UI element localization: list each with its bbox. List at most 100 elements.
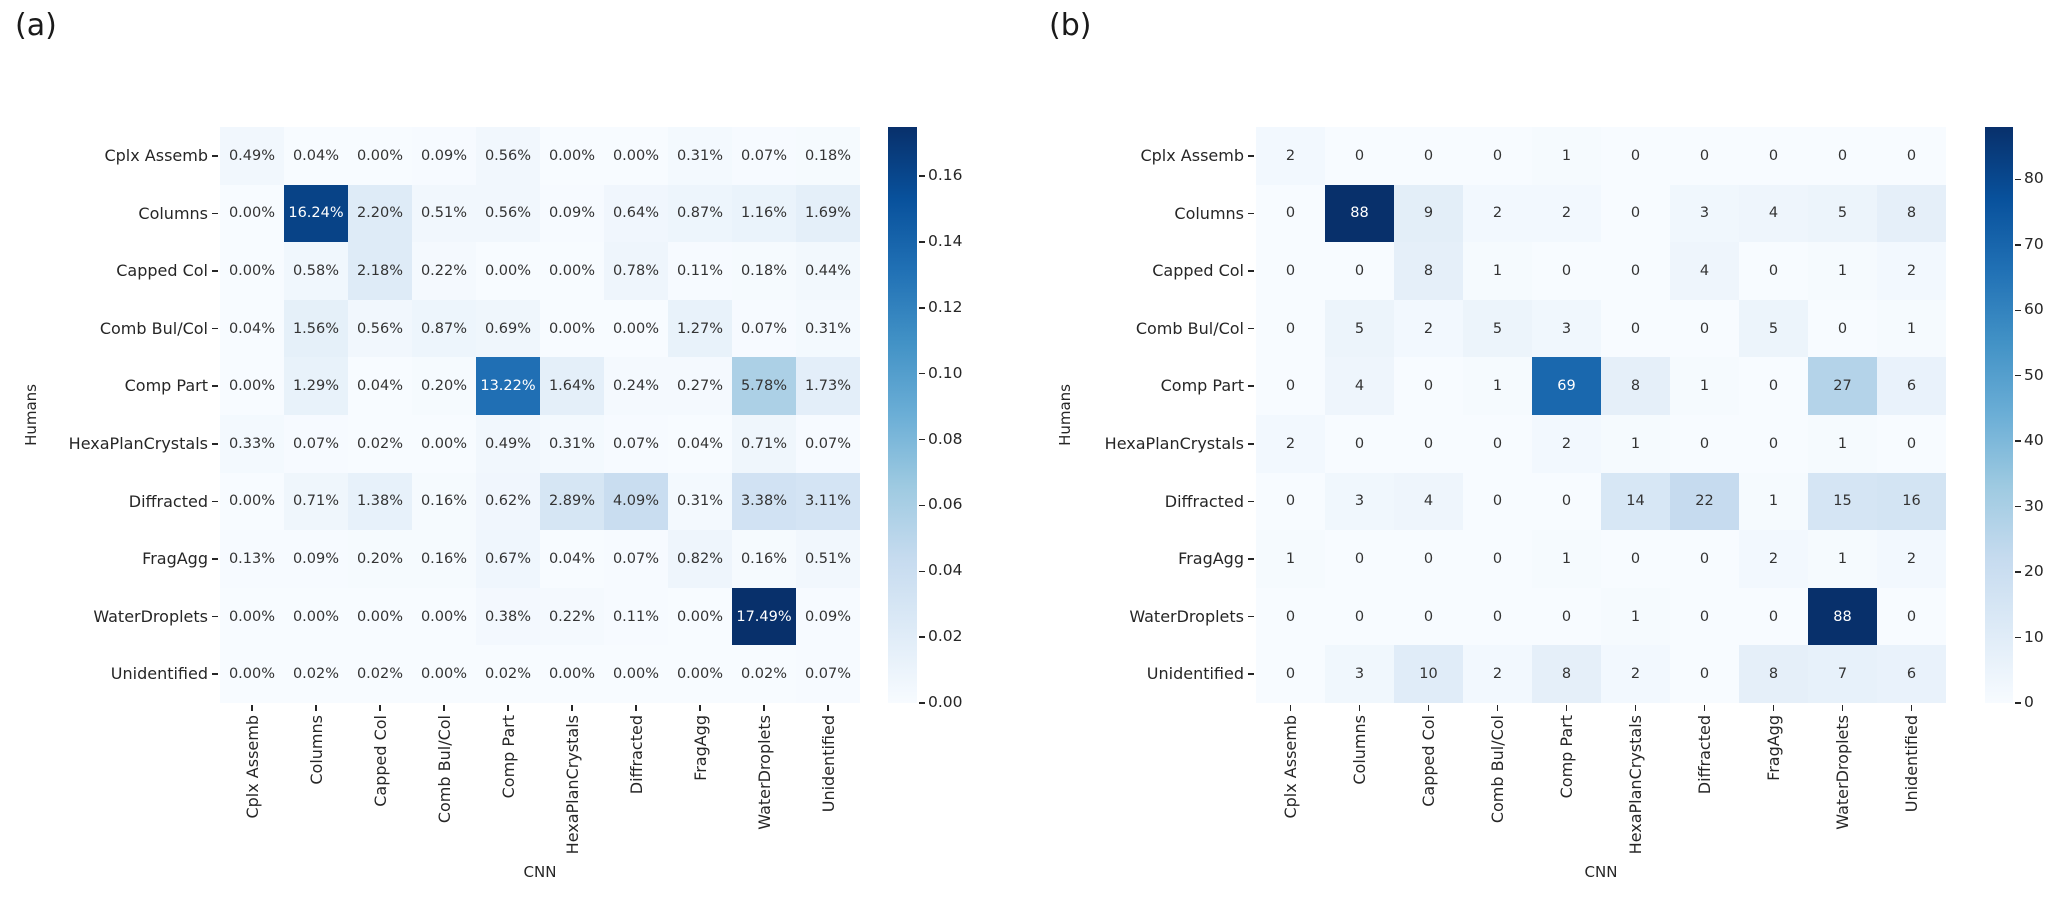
colorbar-tick-mark <box>2015 178 2021 181</box>
y-tick-mark <box>1248 673 1254 675</box>
heatmap-cell: 0 <box>1256 645 1325 703</box>
heatmap-cell: 0 <box>1463 127 1532 185</box>
colorbar-tick-label: 0.02 <box>928 627 963 646</box>
heatmap-cell: 0.00% <box>220 472 284 531</box>
heatmap-cell: 0.04% <box>668 415 732 473</box>
heatmap-cell: 2 <box>1394 299 1463 358</box>
heatmap-cell: 0 <box>1532 472 1601 531</box>
heatmap-cell: 2 <box>1877 530 1946 588</box>
heatmap-cell: 0.00% <box>604 645 668 703</box>
heatmap-cell: 0 <box>1739 127 1808 185</box>
heatmap-cell: 0.16% <box>412 472 476 531</box>
x-tick-label-text: Columns <box>306 715 326 785</box>
x-tick-label-text: Comp Part <box>498 715 518 799</box>
x-tick-label-text: Cplx Assemb <box>242 715 262 819</box>
heatmap-cell: 0.09% <box>540 184 604 243</box>
y-tick-mark <box>212 212 218 215</box>
heatmap-cell: 0.24% <box>604 357 668 415</box>
x-tick-mark <box>699 705 701 711</box>
heatmap-cell: 7 <box>1808 645 1877 703</box>
x-tick-label: Comb Bul/Col <box>412 715 476 900</box>
heatmap-cell: 88 <box>1325 184 1394 243</box>
heatmap-cell: 4 <box>1670 242 1739 300</box>
heatmap-cell: 0.00% <box>668 587 732 646</box>
heatmap-cell: 0.09% <box>412 127 476 185</box>
heatmap-cell: 0 <box>1601 299 1670 358</box>
heatmap-cell: 0.56% <box>476 127 540 185</box>
heatmap-cell: 0 <box>1601 530 1670 588</box>
y-tick-label: Unidentified <box>110 664 208 684</box>
heatmap-cell: 1.38% <box>348 472 412 531</box>
heatmap-cell: 0.13% <box>220 530 284 588</box>
heatmap-cell: 0 <box>1394 415 1463 473</box>
heatmap-cell: 0 <box>1601 184 1670 243</box>
x-tick-label: HexaPlanCrystals <box>1601 715 1670 900</box>
x-tick-label-text: Capped Col <box>1419 715 1438 807</box>
heatmap-cell: 0.16% <box>732 530 796 588</box>
heatmap-cell: 0 <box>1325 415 1394 473</box>
heatmap-cell: 3.38% <box>732 472 796 531</box>
y-tick-label: Capped Col <box>116 261 208 281</box>
heatmap-cell: 0.00% <box>412 645 476 703</box>
x-tick-mark <box>827 705 829 711</box>
heatmap-cell: 0.00% <box>476 242 540 300</box>
heatmap-cell: 3 <box>1325 645 1394 703</box>
heatmap-cell: 5.78% <box>732 357 796 415</box>
x-tick-label: WaterDroplets <box>1808 715 1877 900</box>
y-tick-mark <box>1248 500 1254 503</box>
colorbar-tick-mark <box>919 372 925 375</box>
x-tick-label: Comp Part <box>476 715 540 900</box>
heatmap-cell: 2 <box>1877 242 1946 300</box>
heatmap-cell: 0.00% <box>412 587 476 646</box>
colorbar-tick-mark <box>2015 505 2021 508</box>
heatmap-cell: 0.18% <box>796 127 860 185</box>
heatmap-cell: 0 <box>1256 587 1325 646</box>
heatmap-cell: 0.02% <box>732 645 796 703</box>
colorbar-tick-label: 0.04 <box>928 561 963 580</box>
heatmap-cell: 0.00% <box>220 242 284 300</box>
heatmap-cell: 0 <box>1877 415 1946 473</box>
y-tick-label: Cplx Assemb <box>104 146 208 165</box>
y-tick-mark <box>1248 385 1254 387</box>
heatmap-cell: 1 <box>1808 530 1877 588</box>
y-tick-label: HexaPlanCrystals <box>68 434 208 453</box>
x-tick-label-text: Unidentified <box>1902 715 1921 813</box>
heatmap-cell: 0.00% <box>284 587 348 646</box>
colorbar-tick-mark <box>919 307 925 309</box>
x-tick-mark <box>635 705 637 711</box>
heatmap-cell: 0.00% <box>220 645 284 703</box>
heatmap-cell: 4 <box>1739 184 1808 243</box>
heatmap-cell: 0.69% <box>476 299 540 358</box>
heatmap-cell: 6 <box>1877 357 1946 415</box>
y-tick-label: WaterDroplets <box>93 606 208 626</box>
y-tick-label: Columns <box>138 203 208 223</box>
x-tick-label: Unidentified <box>796 715 860 900</box>
x-tick-label: Columns <box>1325 715 1394 900</box>
heatmap-cell: 0 <box>1670 587 1739 646</box>
heatmap-cell: 0 <box>1739 357 1808 415</box>
heatmap-cell: 0.07% <box>604 415 668 473</box>
heatmap-cell: 6 <box>1877 645 1946 703</box>
heatmap-cell: 0 <box>1739 242 1808 300</box>
colorbar-tick-label: 0.14 <box>928 231 963 250</box>
heatmap-cell: 0.04% <box>540 530 604 588</box>
x-tick-label: Capped Col <box>348 715 412 900</box>
heatmap-cell: 0.00% <box>348 127 412 185</box>
heatmap-cell: 1 <box>1256 530 1325 588</box>
heatmap-cell: 0 <box>1325 587 1394 646</box>
heatmap-cell: 0.51% <box>412 184 476 243</box>
heatmap-cell: 1.73% <box>796 357 860 415</box>
heatmap-cell: 0.49% <box>220 127 284 185</box>
heatmap-cell: 0.00% <box>220 587 284 646</box>
heatmap-cell: 0.00% <box>604 299 668 358</box>
x-tick-mark <box>1565 705 1568 711</box>
heatmap-cell: 0.56% <box>476 184 540 243</box>
heatmap-cell: 0.56% <box>348 299 412 358</box>
heatmap-cell: 0.87% <box>668 184 732 243</box>
heatmap-cell: 0.78% <box>604 242 668 300</box>
heatmap-cell: 0.27% <box>668 357 732 415</box>
heatmap-cell: 2.18% <box>348 242 412 300</box>
y-tick-label: WaterDroplets <box>1129 606 1244 626</box>
x-tick-label: Cplx Assemb <box>1256 715 1325 900</box>
colorbar-tick-mark <box>2015 309 2021 312</box>
